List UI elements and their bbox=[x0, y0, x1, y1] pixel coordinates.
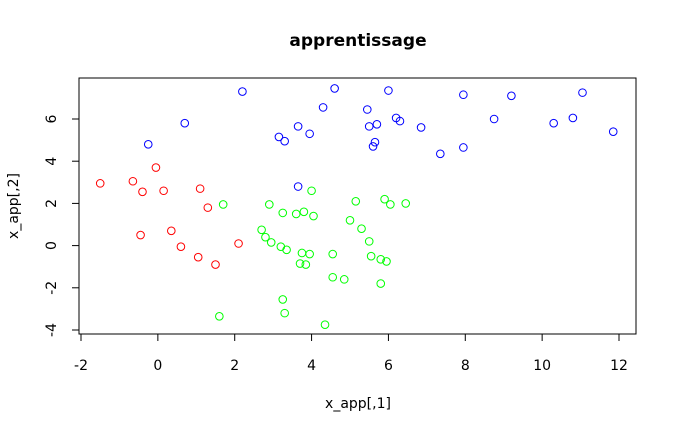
blue-point bbox=[372, 119, 382, 129]
green-point bbox=[320, 320, 330, 330]
green-point bbox=[295, 259, 305, 268]
green-point bbox=[382, 257, 391, 266]
blue-point bbox=[293, 182, 303, 191]
green-point bbox=[357, 224, 366, 234]
y-tick-label: 6 bbox=[44, 114, 60, 123]
green-point bbox=[218, 200, 228, 209]
blue-point bbox=[416, 123, 426, 132]
x-tick-label: 2 bbox=[230, 358, 239, 374]
blue-point bbox=[459, 143, 468, 152]
blue-point bbox=[318, 103, 328, 112]
blue-point bbox=[368, 142, 378, 151]
green-point bbox=[257, 225, 266, 235]
blue-point bbox=[459, 90, 468, 100]
blue-point bbox=[384, 86, 393, 95]
y-tick-label: -4 bbox=[44, 323, 60, 337]
green-point bbox=[364, 237, 374, 246]
blue-point bbox=[280, 136, 289, 146]
blue-point bbox=[274, 132, 284, 142]
blue-point bbox=[370, 137, 380, 147]
green-point bbox=[261, 232, 270, 242]
green-point bbox=[307, 186, 316, 196]
y-axis-ticks: -4 -2 0 2 4 6 bbox=[44, 114, 79, 337]
green-point bbox=[339, 275, 349, 284]
x-axis-label: x_app[,1] bbox=[325, 396, 391, 412]
y-tick-label: -2 bbox=[44, 281, 60, 295]
red-point bbox=[95, 179, 105, 188]
blue-point bbox=[364, 122, 374, 131]
red-point bbox=[195, 184, 205, 193]
blue-point bbox=[436, 149, 445, 159]
x-tick-label: 0 bbox=[153, 358, 162, 374]
green-point bbox=[328, 272, 338, 282]
data-points bbox=[95, 84, 618, 330]
y-axis-label: x_app[,2] bbox=[6, 173, 22, 239]
x-tick-label: 10 bbox=[533, 358, 551, 374]
red-point bbox=[151, 163, 161, 172]
red-point bbox=[193, 252, 203, 262]
blue-point bbox=[608, 127, 618, 136]
red-point bbox=[138, 187, 147, 197]
green-point bbox=[301, 260, 311, 269]
blue-point bbox=[549, 118, 558, 128]
green-point bbox=[376, 255, 386, 264]
y-tick-label: 4 bbox=[44, 157, 60, 166]
red-point bbox=[167, 226, 176, 236]
blue-point bbox=[330, 84, 339, 93]
red-point bbox=[128, 176, 138, 186]
y-tick-label: 0 bbox=[44, 241, 60, 250]
blue-point bbox=[305, 129, 314, 139]
blue-point bbox=[143, 140, 153, 149]
red-point bbox=[159, 186, 168, 196]
x-tick-label: 8 bbox=[461, 358, 470, 374]
red-point bbox=[136, 230, 145, 240]
green-point bbox=[266, 238, 276, 247]
green-point bbox=[376, 279, 386, 288]
green-point bbox=[291, 209, 301, 219]
x-tick-label: 4 bbox=[307, 358, 316, 374]
blue-point bbox=[507, 91, 516, 101]
green-point bbox=[265, 200, 274, 209]
green-point bbox=[215, 311, 224, 321]
blue-point bbox=[568, 113, 578, 123]
green-point bbox=[380, 194, 389, 204]
blue-point bbox=[578, 88, 587, 97]
green-point bbox=[305, 249, 314, 259]
blue-point bbox=[293, 122, 303, 131]
plot-frame bbox=[78, 77, 637, 335]
green-point bbox=[278, 295, 288, 304]
green-point bbox=[299, 207, 309, 217]
blue-point bbox=[180, 118, 190, 128]
green-point bbox=[276, 242, 286, 251]
green-point bbox=[328, 249, 338, 259]
green-point bbox=[366, 251, 376, 261]
green-point bbox=[351, 196, 361, 206]
green-point bbox=[345, 215, 355, 225]
chart-title: apprentissage bbox=[289, 31, 426, 51]
x-tick-label: 12 bbox=[610, 358, 628, 374]
blue-point bbox=[395, 116, 405, 126]
blue-point bbox=[362, 105, 372, 114]
green-point bbox=[282, 245, 291, 255]
blue-point bbox=[489, 114, 499, 124]
green-point bbox=[386, 200, 395, 209]
green-point bbox=[297, 248, 307, 258]
red-point bbox=[211, 260, 220, 269]
green-point bbox=[401, 199, 411, 208]
green-point bbox=[278, 208, 288, 218]
x-tick-label: -2 bbox=[74, 358, 88, 374]
red-point bbox=[176, 242, 186, 251]
blue-point bbox=[238, 87, 247, 96]
green-point bbox=[309, 211, 318, 221]
red-point bbox=[203, 203, 213, 212]
red-point bbox=[234, 239, 243, 248]
green-point bbox=[280, 308, 289, 318]
x-axis-ticks: -2 0 2 4 6 8 10 12 bbox=[74, 334, 628, 374]
x-tick-label: 6 bbox=[384, 358, 393, 374]
y-tick-label: 2 bbox=[44, 199, 60, 208]
